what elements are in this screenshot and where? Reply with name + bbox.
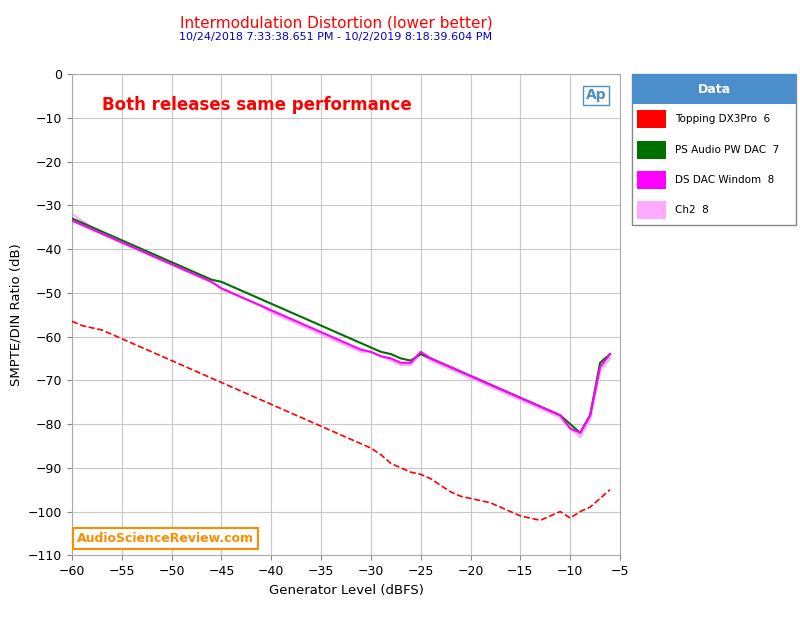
Text: DS DAC Windom  8: DS DAC Windom 8 — [674, 175, 774, 185]
Text: 10/24/2018 7:33:38.651 PM - 10/2/2019 8:18:39.604 PM: 10/24/2018 7:33:38.651 PM - 10/2/2019 8:… — [179, 32, 493, 42]
X-axis label: Generator Level (dBFS): Generator Level (dBFS) — [269, 584, 423, 597]
Bar — [637, 201, 666, 219]
Y-axis label: SMPTE/DIN Ratio (dB): SMPTE/DIN Ratio (dB) — [10, 243, 22, 386]
Text: PS Audio PW DAC  7: PS Audio PW DAC 7 — [674, 144, 779, 155]
Bar — [637, 141, 666, 159]
Text: Both releases same performance: Both releases same performance — [102, 96, 412, 114]
Text: AudioScienceReview.com: AudioScienceReview.com — [77, 532, 254, 545]
Bar — [637, 171, 666, 189]
Text: Topping DX3Pro  6: Topping DX3Pro 6 — [674, 114, 770, 125]
Text: Intermodulation Distortion (lower better): Intermodulation Distortion (lower better… — [180, 15, 492, 30]
Text: Ap: Ap — [586, 88, 606, 102]
Text: Ch2  8: Ch2 8 — [674, 205, 708, 215]
Bar — [632, 74, 796, 104]
Bar — [637, 110, 666, 128]
Text: Data: Data — [698, 83, 730, 96]
